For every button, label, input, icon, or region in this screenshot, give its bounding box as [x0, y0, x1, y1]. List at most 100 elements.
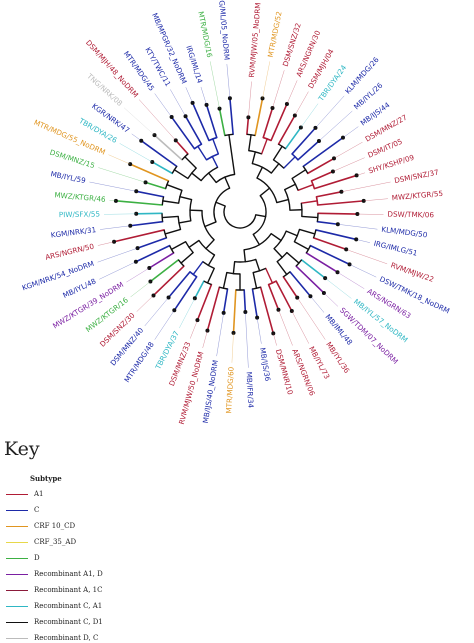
tree-branch [244, 290, 245, 312]
tree-branch [303, 138, 343, 167]
tree-branch [255, 98, 262, 135]
taxon-label: MB/MPG/ML/05_NoDRM [215, 0, 231, 60]
leaf-connector [186, 87, 193, 103]
leaf-connector [324, 293, 338, 306]
leaf-connector [338, 224, 378, 229]
leaf-connector [245, 312, 248, 368]
legend-swatch [6, 574, 28, 575]
legend-swatch [6, 558, 28, 559]
legend-item: C [4, 505, 204, 515]
leaf-connector [248, 82, 251, 118]
tree-branch [266, 268, 273, 283]
tree-branch [212, 157, 217, 168]
legend-item: D [4, 553, 204, 563]
tree-branch [176, 140, 188, 154]
tree-branch [150, 260, 178, 282]
leaf-connector [227, 64, 230, 98]
leaf-connector [341, 182, 390, 192]
tree-branch [138, 238, 167, 248]
tree-branch [181, 253, 193, 263]
tree-branch [277, 200, 289, 203]
tree-branch [136, 191, 163, 196]
taxon-label: DSW/TMK/06 [387, 210, 434, 220]
legend-label: Recombinant C, A1 [34, 601, 102, 611]
leaf-connector [139, 100, 176, 141]
tree-branch [316, 230, 356, 240]
leaf-connector [98, 248, 138, 262]
tree-branch [271, 234, 281, 241]
leaf-connector [170, 89, 185, 116]
tree-branch [314, 238, 347, 250]
leaf-connector [364, 199, 388, 201]
leaf-connector [346, 249, 387, 263]
tree-branch [192, 173, 201, 181]
taxon-label: MWZ/KTGR/46 [54, 190, 106, 204]
legend-item: Recombinant C, D1 [4, 617, 204, 627]
leaf-connector [203, 331, 208, 348]
tree-branch [256, 215, 266, 217]
taxon-label: RVM/MJW/05_NoDRM [247, 2, 263, 78]
tree-branch [253, 273, 256, 289]
taxon-label: MB/IFR/34 [245, 372, 256, 409]
tree-branch [207, 105, 217, 138]
taxon-label: DSM/SNZ/37 [393, 167, 439, 185]
tree-branch [269, 285, 279, 310]
tree-branch [163, 201, 179, 203]
tree-branch [260, 188, 269, 196]
key-title: Key [4, 438, 40, 460]
leaf-connector [145, 297, 169, 325]
tree-branch [230, 98, 233, 134]
tree-branch [193, 262, 203, 275]
tree-branch [296, 266, 324, 293]
legend-label: CRF 10_CD [34, 521, 75, 531]
leaf-connector [179, 298, 195, 328]
leaf-connector [99, 262, 136, 280]
tree-branch [195, 281, 204, 298]
taxon-label: MB/MPGR/32_NoDRM [150, 12, 189, 86]
tree-branch [189, 241, 199, 248]
tree-branch [165, 229, 180, 234]
tree-branch [174, 277, 196, 310]
tree-branch [247, 117, 249, 134]
leaf-connector [301, 104, 318, 128]
taxon-label: MTR/MDG/52 [266, 11, 284, 59]
tree-branch [301, 201, 317, 203]
taxon-label: DSM/MNR/10 [274, 348, 295, 396]
tree-branch [262, 139, 268, 154]
tree-branch [205, 222, 216, 227]
legend-swatch [6, 622, 28, 623]
tree-branch [274, 249, 282, 258]
leaf-connector [263, 61, 270, 98]
tree-branch [162, 216, 178, 217]
tree-branch [225, 177, 230, 188]
taxon-label: MWZ/KTGR/55 [391, 189, 443, 203]
tree-branch [209, 173, 217, 182]
legend-heading: Subtype [30, 474, 62, 483]
legend-item: Recombinant C, A1 [4, 601, 204, 611]
leaf-connector [325, 278, 351, 298]
tree-branch [277, 262, 287, 275]
tree-branch [317, 222, 337, 225]
leaf-connector [89, 182, 136, 191]
tree-branch [286, 231, 297, 236]
leaf-connector [287, 80, 297, 104]
leaf-connector [343, 127, 358, 138]
taxon-label: ARS/NGRN/50 [44, 241, 95, 261]
taxon-label: MB/IJS/36 [258, 347, 272, 382]
tree-branch [292, 128, 315, 154]
legend-swatch [6, 590, 28, 591]
leaf-connector [257, 318, 261, 344]
leaf-connector [232, 333, 234, 363]
leaf-connector [295, 92, 309, 116]
tree-branch [220, 109, 225, 136]
legend-label: Recombinant A, 1C [34, 585, 102, 595]
tree-branch [285, 184, 296, 189]
leaf-connector [350, 264, 377, 277]
legend-swatch [6, 542, 28, 543]
taxon-label: PIW/SFX/55 [59, 209, 100, 219]
tree-branch [172, 242, 186, 250]
tree-branch [244, 250, 245, 262]
tree-arc [224, 206, 256, 228]
tree-branch [318, 213, 357, 214]
